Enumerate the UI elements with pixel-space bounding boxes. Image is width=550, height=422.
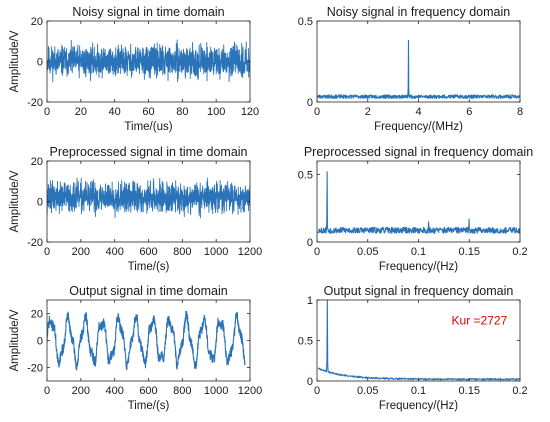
y-tick-label: 0.5 <box>298 16 313 28</box>
chart-title: Output signal in frequency domain <box>324 284 514 298</box>
x-tick-label: 0 <box>314 106 320 118</box>
y-tick-label: 0 <box>307 237 313 249</box>
series-line-1 <box>47 310 246 371</box>
chart-panel-4: 0 0.05 0.1 0.15 0.2 0 0.5 Preprocessed signal i… <box>298 145 533 273</box>
x-tick-label: 60 <box>142 106 154 118</box>
y-axis-label: Amplitude/V <box>9 30 21 92</box>
x-tick-label: 600 <box>139 246 157 258</box>
x-tick-label: 6 <box>466 106 472 118</box>
x-tick-label: 800 <box>173 246 191 258</box>
x-tick-label: 8 <box>517 106 523 118</box>
y-tick-label: -20 <box>27 97 43 109</box>
plot-area <box>317 300 520 381</box>
chart-panel-2: 0 2 4 6 8 0 0.5 Noisy signal in frequency domai… <box>298 5 523 133</box>
x-tick-label: 0 <box>314 246 320 258</box>
x-tick-label: 400 <box>105 385 123 397</box>
y-axis-label: Amplitude/V <box>9 309 21 371</box>
x-axis-label: Time/(s) <box>128 261 170 273</box>
x-tick-label: 0.15 <box>459 385 480 397</box>
x-axis-label: Time/(s) <box>128 400 170 412</box>
series-line-1 <box>317 171 520 234</box>
x-axis-label: Time/(us) <box>124 121 172 133</box>
x-tick-label: 600 <box>139 385 157 397</box>
series-line-1 <box>47 177 250 219</box>
x-axis-label: Frequency/(MHz) <box>374 121 463 133</box>
chart-panel-6: 0 0.05 0.1 0.15 0.2 0 0.5 1 Output signal in fre… <box>298 284 528 412</box>
y-tick-label: 0 <box>307 97 313 109</box>
x-axis-label: Frequency/(Hz) <box>379 261 458 273</box>
x-tick-label: 0.2 <box>512 246 527 258</box>
x-tick-label: 800 <box>173 385 191 397</box>
chart-title: Noisy signal in frequency domain <box>327 5 510 19</box>
x-tick-label: 1200 <box>238 385 262 397</box>
y-tick-label: 0.5 <box>298 170 313 182</box>
x-tick-label: 120 <box>241 106 259 118</box>
x-tick-label: 0.2 <box>512 385 527 397</box>
y-tick-label: 0 <box>37 336 43 348</box>
x-axis-label: Frequency/(Hz) <box>379 400 458 412</box>
x-tick-label: 0.05 <box>357 246 378 258</box>
y-tick-label: 0 <box>37 57 43 69</box>
x-tick-label: 200 <box>72 385 90 397</box>
x-tick-label: 0.15 <box>459 246 480 258</box>
x-tick-label: 0 <box>314 385 320 397</box>
x-tick-label: 1000 <box>204 385 228 397</box>
x-tick-label: 400 <box>105 246 123 258</box>
y-tick-label: 20 <box>31 309 43 321</box>
x-tick-label: 80 <box>176 106 188 118</box>
x-tick-label: 20 <box>75 106 87 118</box>
y-tick-label: 20 <box>31 16 43 28</box>
y-tick-label: -20 <box>27 363 43 375</box>
y-axis-label: Amplitude/V <box>9 170 21 232</box>
chart-title: Noisy signal in time domain <box>72 5 224 19</box>
chart-title: Preprocessed signal in frequency domain <box>304 145 533 159</box>
series-line-1 <box>47 39 250 83</box>
series-line-1 <box>317 39 520 99</box>
y-tick-label: 0 <box>307 376 313 388</box>
chart-panel-3: 0 200 400 600 800 1000 1200-20020Preprocessed … <box>9 145 262 273</box>
x-tick-label: 0.05 <box>357 385 378 397</box>
x-tick-label: 200 <box>72 246 90 258</box>
x-tick-label: 0.1 <box>411 385 426 397</box>
x-tick-label: 2 <box>365 106 371 118</box>
x-tick-label: 40 <box>109 106 121 118</box>
chart-title: Preprocessed signal in time domain <box>49 145 247 159</box>
y-tick-label: -20 <box>27 237 43 249</box>
y-tick-label: 0.5 <box>298 336 313 348</box>
x-tick-label: 1000 <box>204 246 228 258</box>
annotation-kurtosis: Kur =2727 <box>452 313 508 327</box>
plot-area <box>317 21 520 102</box>
y-tick-label: 20 <box>31 156 43 168</box>
chart-title: Output signal in time domain <box>69 284 227 298</box>
x-tick-label: 0.1 <box>411 246 426 258</box>
y-tick-label: 0 <box>37 197 43 209</box>
y-tick-label: 1 <box>307 295 313 307</box>
x-tick-label: 0 <box>44 385 50 397</box>
x-tick-label: 0 <box>44 106 50 118</box>
x-tick-label: 100 <box>207 106 225 118</box>
series-line-1 <box>317 300 520 381</box>
x-tick-label: 1200 <box>238 246 262 258</box>
x-tick-label: 4 <box>415 106 421 118</box>
x-tick-label: 0 <box>44 246 50 258</box>
